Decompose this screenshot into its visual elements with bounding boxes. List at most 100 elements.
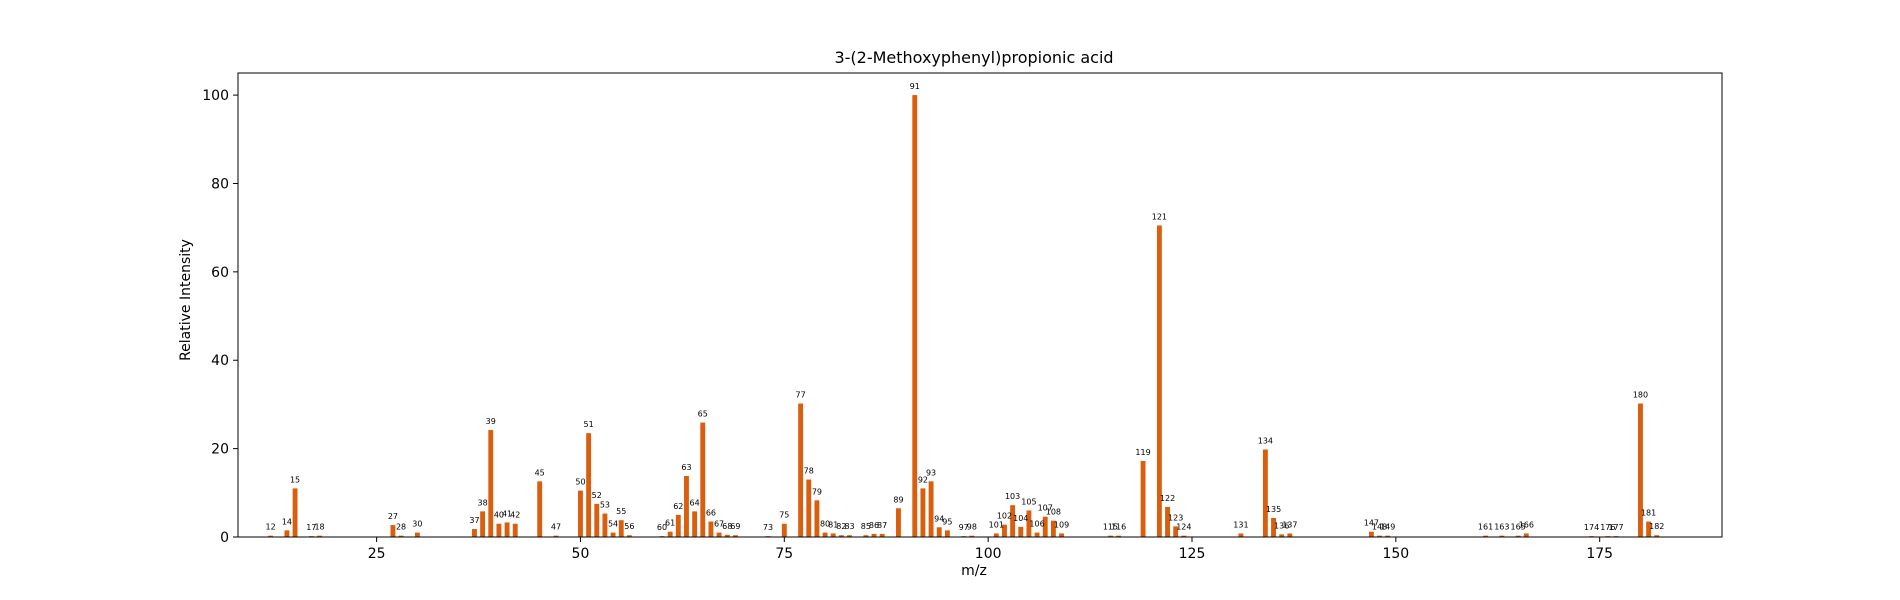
bar-mz-182 [1654,535,1660,537]
bar-mz-135 [1271,517,1276,537]
bar-mz-119 [1140,460,1146,537]
bar-mz-94 [936,527,942,537]
x-axis: 25 50 75 100 125 150 175 [368,537,1613,562]
bar-mz-163 [1499,535,1505,537]
bar-label-mz-92: 92 [918,475,928,484]
bar-label-mz-98: 98 [967,523,977,532]
bar-label-mz-137: 137 [1282,520,1297,529]
bar-mz-41 [504,522,510,537]
bar-label-mz-119: 119 [1135,448,1150,457]
bar-label-mz-166: 166 [1519,520,1534,529]
bar-mz-104 [1018,526,1024,537]
bar-label-mz-50: 50 [575,478,585,487]
bar-mz-62 [675,514,681,537]
bar-mz-75 [781,523,787,537]
bar-mz-39 [488,430,494,537]
bar-label-mz-94: 94 [934,514,944,523]
bar-label-mz-28: 28 [396,523,406,532]
bar-mz-98 [969,535,975,537]
bar-mz-147 [1368,531,1374,537]
bar-label-mz-106: 106 [1029,520,1044,529]
bar-mz-37 [472,529,477,537]
bar-mz-63 [684,476,689,537]
bar-label-mz-122: 122 [1160,494,1175,503]
x-tick-label: 125 [1179,546,1206,562]
bar-label-mz-73: 73 [763,523,773,532]
bar-mz-123 [1173,526,1179,537]
bar-label-mz-66: 66 [706,509,716,518]
bar-label-mz-176: 176 [1600,523,1615,532]
bar-label-mz-103: 103 [1005,492,1020,501]
bar-label-mz-37: 37 [469,516,479,525]
bar-mz-55 [618,520,624,537]
bar-mz-53 [602,513,608,537]
bar-mz-102 [1002,524,1007,537]
bar-label-mz-82: 82 [836,522,846,531]
bar-mz-30 [414,532,420,537]
bar-mz-82 [838,535,844,537]
bar-mz-69 [732,535,738,537]
bar-label-mz-149: 149 [1380,523,1395,532]
bar-mz-38 [480,511,486,537]
y-axis: 0 20 40 60 80 100 [202,88,238,546]
bar-mz-54 [610,532,616,537]
bar-label-mz-87: 87 [877,521,887,530]
bar-mz-14 [284,530,290,537]
bar-label-mz-41: 41 [502,509,512,518]
bar-label-mz-104: 104 [1013,514,1028,523]
bar-label-mz-79: 79 [812,487,822,496]
bar-mz-148 [1377,535,1382,537]
bar-mz-106 [1034,532,1040,537]
bar-label-mz-40: 40 [494,511,504,520]
bar-label-mz-55: 55 [616,507,626,516]
bar-mz-121 [1156,225,1162,537]
bar-mz-149 [1385,535,1391,537]
bar-label-mz-69: 69 [730,522,740,531]
bar-mz-56 [626,535,632,537]
y-tick-label: 80 [211,176,229,192]
bar-mz-95 [944,530,950,537]
bar-mz-65 [700,422,706,537]
bar-mz-68 [724,534,730,537]
bar-mz-115 [1108,535,1113,537]
bar-label-mz-182: 182 [1649,522,1664,531]
bar-label-mz-108: 108 [1046,508,1061,517]
bar-label-mz-39: 39 [486,417,496,426]
bar-mz-181 [1646,521,1652,537]
y-axis-label: Relative Intensity [178,239,194,361]
bar-label-mz-121: 121 [1152,212,1167,221]
bar-label-mz-93: 93 [926,468,936,477]
bar-mz-136 [1279,534,1285,537]
x-tick-label: 25 [368,546,386,562]
bar-mz-165 [1515,535,1521,537]
bar-mz-12 [268,535,274,537]
bar-label-mz-83: 83 [844,522,854,531]
y-tick-label: 100 [202,88,229,104]
bar-mz-78 [806,479,812,537]
bar-label-mz-30: 30 [412,520,422,529]
bar-label-mz-61: 61 [665,519,675,528]
bar-label-mz-105: 105 [1021,497,1036,506]
bar-mz-51 [586,433,592,537]
bar-label-mz-15: 15 [290,475,300,484]
bar-label-mz-52: 52 [592,491,602,500]
bar-label-mz-123: 123 [1168,513,1183,522]
bar-mz-92 [920,488,926,537]
bar-mz-80 [822,532,828,537]
y-tick-label: 0 [220,530,229,546]
bar-label-mz-77: 77 [796,391,806,400]
bar-label-mz-180: 180 [1633,391,1648,400]
bar-mz-81 [830,533,836,537]
bar-label-mz-68: 68 [722,522,732,531]
x-tick-label: 175 [1586,546,1613,562]
bar-label-mz-91: 91 [910,82,920,91]
plot-frame [237,72,1723,538]
bar-mz-166 [1523,533,1529,537]
bar-mz-15 [292,488,298,537]
bar-series [268,95,1660,537]
bar-mz-77 [798,403,804,537]
bar-label-mz-78: 78 [804,467,814,476]
bar-label-mz-53: 53 [600,501,610,510]
bar-label-mz-89: 89 [893,495,903,504]
